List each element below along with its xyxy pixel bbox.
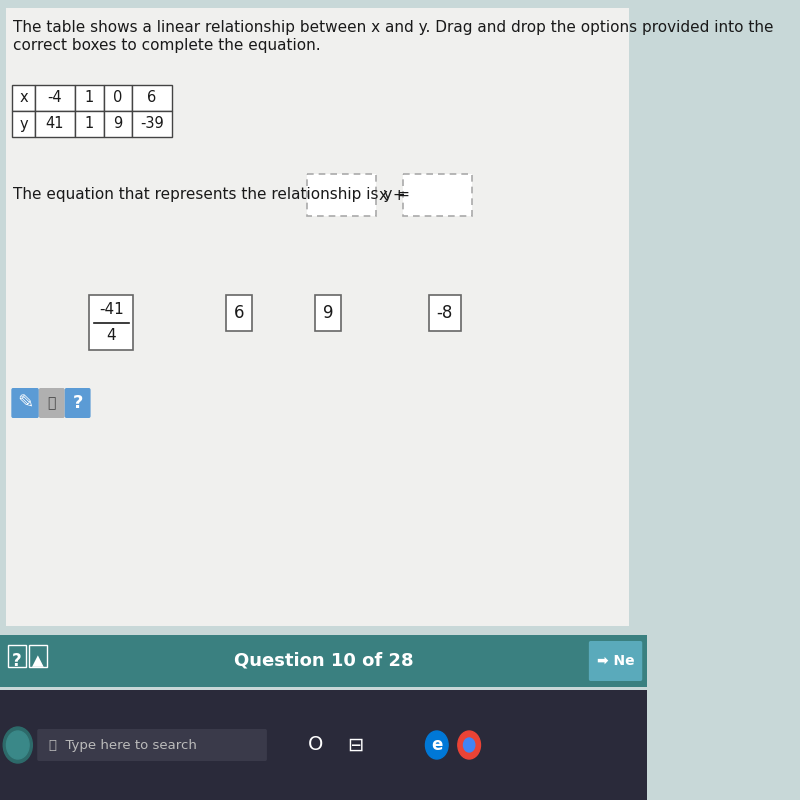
Text: -8: -8: [437, 304, 453, 322]
Text: -39: -39: [140, 117, 164, 131]
FancyBboxPatch shape: [34, 85, 75, 111]
Circle shape: [458, 731, 481, 759]
Text: 1: 1: [85, 90, 94, 106]
Text: -41: -41: [99, 302, 123, 317]
Text: x +: x +: [379, 187, 406, 202]
Text: 41: 41: [46, 117, 64, 131]
FancyBboxPatch shape: [29, 645, 47, 667]
Text: The equation that represents the relationship is y =: The equation that represents the relatio…: [13, 187, 410, 202]
Circle shape: [426, 731, 448, 759]
FancyBboxPatch shape: [8, 645, 26, 667]
Text: ?: ?: [73, 394, 83, 412]
Text: ⊟: ⊟: [348, 735, 364, 754]
Text: 1: 1: [85, 117, 94, 131]
Text: ✎: ✎: [17, 394, 34, 413]
Text: 🔍  Type here to search: 🔍 Type here to search: [49, 738, 197, 751]
Text: ➡ Ne: ➡ Ne: [597, 654, 634, 668]
Circle shape: [3, 727, 32, 763]
FancyBboxPatch shape: [75, 85, 103, 111]
Text: The table shows a linear relationship between x and y. Drag and drop the options: The table shows a linear relationship be…: [13, 20, 774, 35]
Text: 0: 0: [113, 90, 122, 106]
FancyBboxPatch shape: [103, 111, 132, 137]
Text: ▲: ▲: [32, 654, 44, 669]
FancyBboxPatch shape: [65, 388, 90, 418]
FancyBboxPatch shape: [429, 295, 461, 331]
Text: O: O: [308, 735, 323, 754]
Text: ?: ?: [12, 652, 22, 670]
Circle shape: [463, 738, 475, 752]
FancyBboxPatch shape: [0, 635, 647, 687]
FancyBboxPatch shape: [12, 85, 34, 111]
FancyBboxPatch shape: [89, 295, 134, 350]
FancyBboxPatch shape: [589, 641, 642, 681]
Text: y: y: [19, 117, 28, 131]
FancyBboxPatch shape: [132, 111, 172, 137]
FancyBboxPatch shape: [12, 111, 34, 137]
Text: 9: 9: [323, 304, 334, 322]
FancyBboxPatch shape: [34, 111, 75, 137]
FancyBboxPatch shape: [403, 174, 471, 216]
FancyBboxPatch shape: [6, 8, 630, 626]
Text: -4: -4: [48, 90, 62, 106]
FancyBboxPatch shape: [315, 295, 342, 331]
FancyBboxPatch shape: [75, 111, 103, 137]
FancyBboxPatch shape: [38, 729, 267, 761]
Circle shape: [6, 731, 29, 759]
Text: 6: 6: [234, 304, 245, 322]
Text: 6: 6: [147, 90, 157, 106]
FancyBboxPatch shape: [226, 295, 252, 331]
Text: correct boxes to complete the equation.: correct boxes to complete the equation.: [13, 38, 321, 53]
Text: 🗑: 🗑: [47, 396, 56, 410]
FancyBboxPatch shape: [307, 174, 376, 216]
FancyBboxPatch shape: [11, 388, 39, 418]
FancyBboxPatch shape: [132, 85, 172, 111]
FancyBboxPatch shape: [39, 388, 65, 418]
Text: e: e: [431, 736, 442, 754]
FancyBboxPatch shape: [0, 690, 647, 800]
Text: 9: 9: [113, 117, 122, 131]
Text: 4: 4: [106, 328, 116, 343]
FancyBboxPatch shape: [103, 85, 132, 111]
Text: x: x: [19, 90, 28, 106]
Text: Question 10 of 28: Question 10 of 28: [234, 652, 414, 670]
